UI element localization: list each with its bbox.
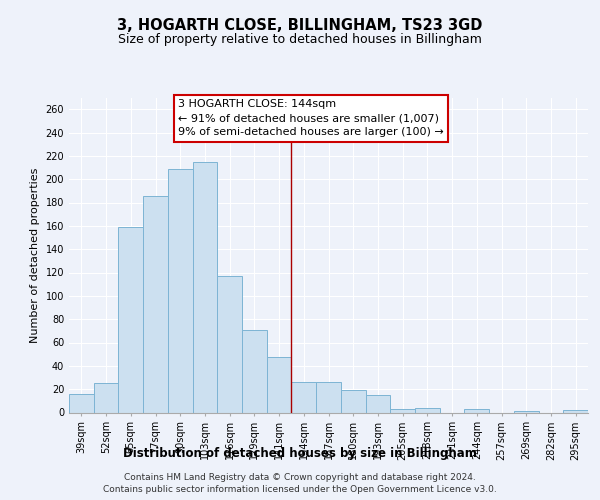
Bar — [316, 382, 341, 412]
Bar — [217, 276, 242, 412]
Text: 3 HOGARTH CLOSE: 144sqm
← 91% of detached houses are smaller (1,007)
9% of semi-: 3 HOGARTH CLOSE: 144sqm ← 91% of detache… — [178, 99, 444, 137]
Text: Distribution of detached houses by size in Billingham: Distribution of detached houses by size … — [123, 448, 477, 460]
Bar — [415, 408, 440, 412]
Bar — [143, 196, 168, 412]
Bar — [69, 394, 94, 412]
Bar — [341, 390, 365, 412]
Bar — [193, 162, 217, 412]
Text: Size of property relative to detached houses in Billingham: Size of property relative to detached ho… — [118, 32, 482, 46]
Bar — [563, 410, 588, 412]
Bar — [365, 395, 390, 412]
Bar — [292, 382, 316, 412]
Bar — [94, 384, 118, 412]
Bar — [464, 409, 489, 412]
Y-axis label: Number of detached properties: Number of detached properties — [30, 168, 40, 342]
Text: 3, HOGARTH CLOSE, BILLINGHAM, TS23 3GD: 3, HOGARTH CLOSE, BILLINGHAM, TS23 3GD — [118, 18, 482, 32]
Bar — [242, 330, 267, 412]
Bar — [118, 227, 143, 412]
Bar — [390, 409, 415, 412]
Text: Contains HM Land Registry data © Crown copyright and database right 2024.: Contains HM Land Registry data © Crown c… — [124, 472, 476, 482]
Bar — [168, 168, 193, 412]
Text: Contains public sector information licensed under the Open Government Licence v3: Contains public sector information licen… — [103, 485, 497, 494]
Bar — [267, 356, 292, 412]
